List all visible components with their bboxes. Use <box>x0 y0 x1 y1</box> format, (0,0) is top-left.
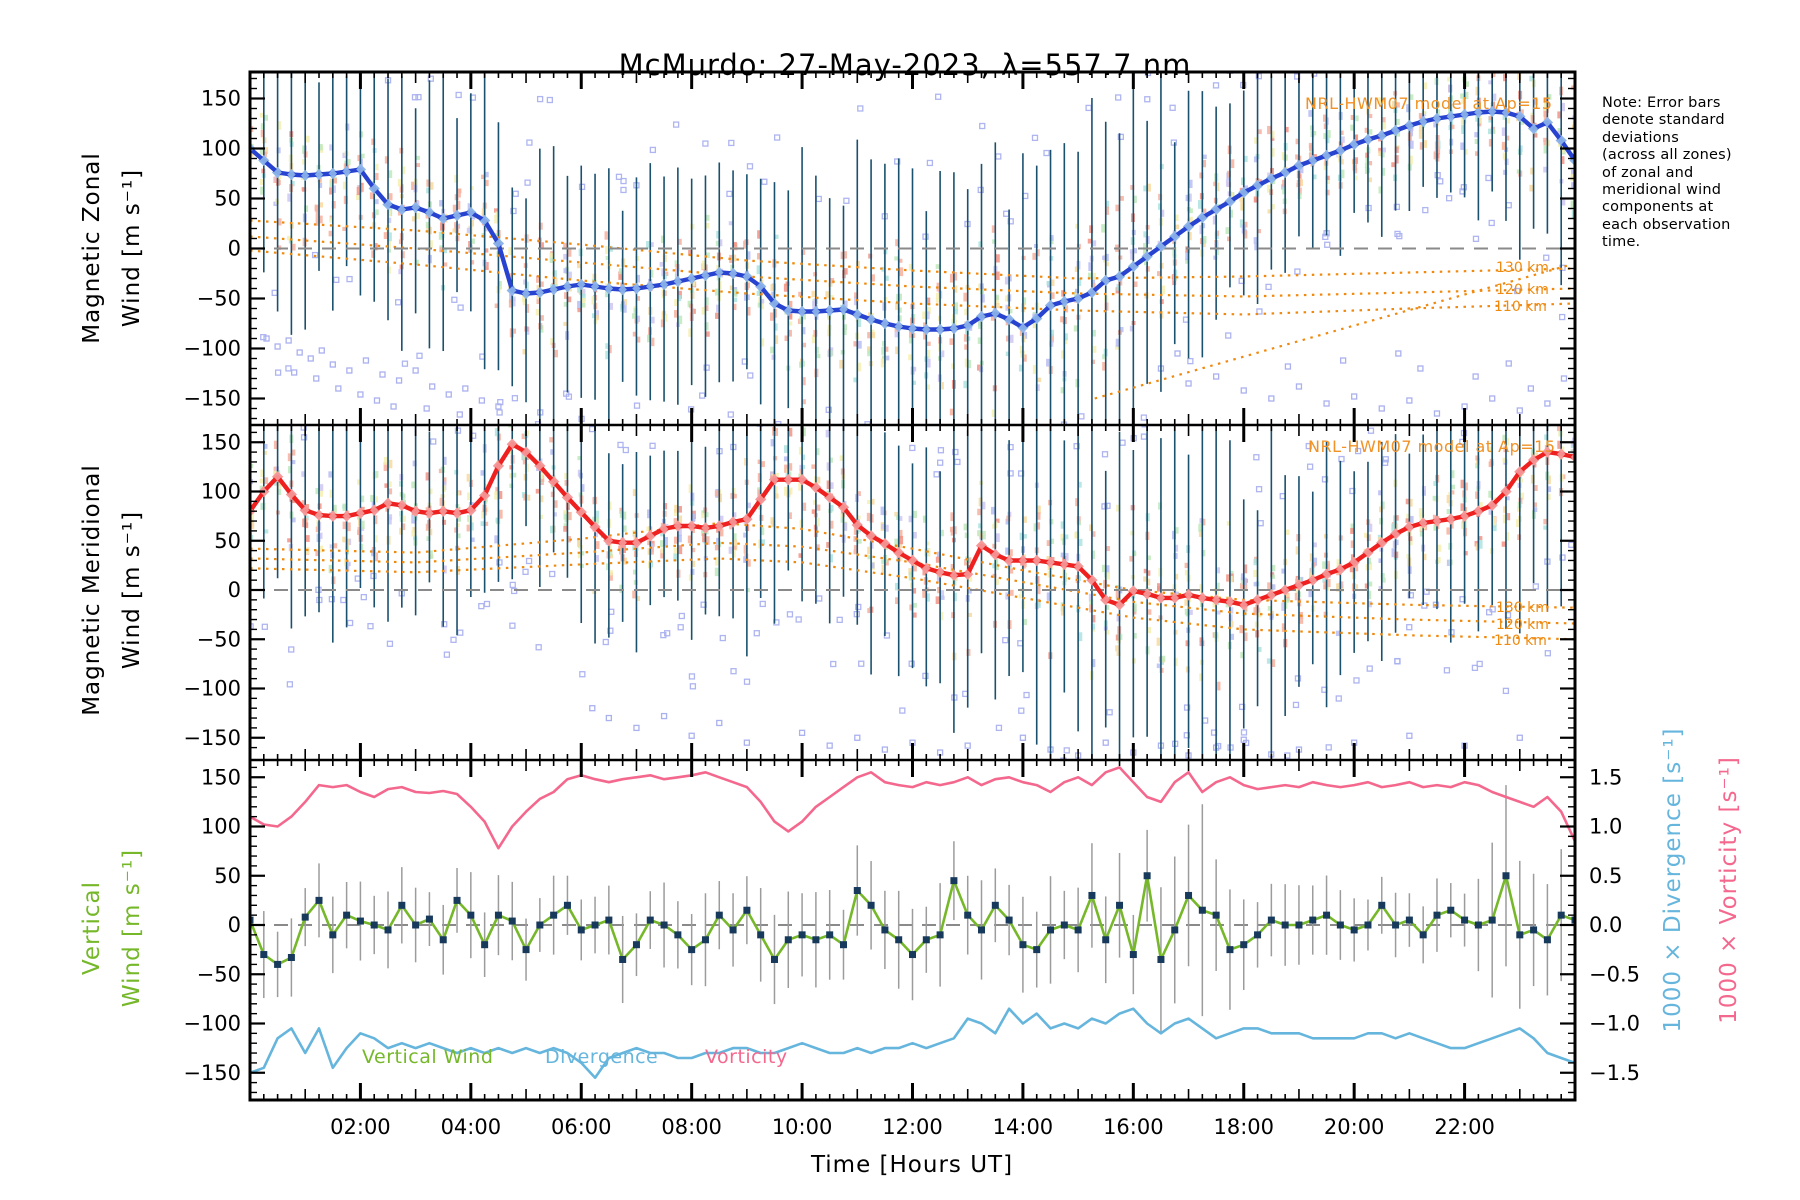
x-tick-label: 18:00 <box>1213 1115 1274 1139</box>
right-tick-label: −1.0 <box>1589 1012 1640 1036</box>
meridional-model-label: NRL-HWM07 model at Ap=15 <box>1308 437 1556 456</box>
magnetic_zonal_wind-group <box>250 72 1575 425</box>
right-tick-label: 0.5 <box>1589 864 1622 888</box>
x-tick-label: 12:00 <box>882 1115 943 1139</box>
y-tick-label: −150 <box>183 1061 241 1085</box>
legend-vorticity: Vorticity <box>705 1046 788 1068</box>
divergence-axis-title: 1000 × Divergence [s⁻¹] <box>1660 727 1686 1033</box>
zonal-model-label: NRL-HWM07 model at Ap=15 <box>1305 94 1553 113</box>
zonal-km-label-120: 120 km <box>1496 282 1549 298</box>
y-tick-label: 0 <box>228 237 241 261</box>
x-tick-label: 16:00 <box>1103 1115 1164 1139</box>
x-tick-label: 04:00 <box>441 1115 502 1139</box>
y-tick-label: 50 <box>214 187 241 211</box>
magnetic_meridional_wind-model-curve <box>250 557 1575 641</box>
tick-labels: 150 100 50 0 −50 −100 −150 150 100 50 0 −50 −100 −150… <box>183 87 1640 1140</box>
magnetic_meridional_wind-group <box>250 425 1575 760</box>
bottom-panel-group <box>250 766 1575 1079</box>
y-tick-label: −100 <box>183 677 241 701</box>
y-tick-label: 150 <box>201 430 241 454</box>
zonal-axis-title-line2: Wind [m s⁻¹] <box>119 168 145 328</box>
y-tick-label: 50 <box>214 529 241 553</box>
right-tick-label: 1.5 <box>1589 765 1622 789</box>
chart-title: McMurdo: 27-May-2023, λ=557.7 nm <box>618 48 1192 82</box>
vorticity-line <box>250 766 1575 850</box>
y-tick-label: 150 <box>201 765 241 789</box>
x-tick-label: 08:00 <box>661 1115 722 1139</box>
y-tick-label: 0 <box>228 913 241 937</box>
zonal-km-label-110: 110 km <box>1494 299 1547 315</box>
y-tick-label: −100 <box>183 1012 241 1036</box>
note-line: deviations <box>1602 129 1679 146</box>
x-tick-label: 14:00 <box>993 1115 1054 1139</box>
y-tick-label: 50 <box>214 864 241 888</box>
vertical-axis-title-line2: Wind [m s⁻¹] <box>119 848 145 1008</box>
x-tick-label: 02:00 <box>330 1115 391 1139</box>
vorticity-axis-title: 1000 × Vorticity [s⁻¹] <box>1716 756 1742 1024</box>
right-tick-label: −0.5 <box>1589 962 1640 986</box>
note-line: (across all zones) <box>1602 147 1732 164</box>
y-tick-label: 150 <box>201 87 241 111</box>
legend-divergence: Divergence <box>545 1046 659 1068</box>
right-tick-label: −1.5 <box>1589 1061 1640 1085</box>
magnetic_zonal_wind-model-curve <box>250 249 1575 316</box>
note-line: each observation <box>1602 216 1731 233</box>
x-tick-label: 20:00 <box>1324 1115 1385 1139</box>
magnetic_zonal_wind-model-curve <box>250 235 1575 298</box>
x-axis-title: Time [Hours UT] <box>810 1152 1014 1178</box>
note-line: of zonal and <box>1602 164 1694 181</box>
vertical-wind-error-bars <box>250 785 1575 1032</box>
zonal-axis-title-line1: Magnetic Zonal <box>79 152 105 344</box>
y-tick-label: −50 <box>197 962 241 986</box>
note-line: Note: Error bars <box>1602 95 1721 111</box>
y-tick-label: −50 <box>197 287 241 311</box>
note-line: components at <box>1602 199 1714 216</box>
note-line: meridional wind <box>1602 182 1722 199</box>
x-tick-label: 10:00 <box>772 1115 833 1139</box>
vertical-axis-title-line1: Vertical <box>79 880 105 976</box>
y-tick-label: −100 <box>183 337 241 361</box>
divergence-line <box>250 1007 1575 1079</box>
magnetic_zonal_wind-model-curve <box>250 219 1575 280</box>
y-tick-label: −150 <box>183 387 241 411</box>
note-line: denote standard <box>1602 112 1725 129</box>
note-block: Note: Error bars denote standard deviati… <box>1602 95 1798 252</box>
meridional-axis-title-line1: Magnetic Meridional <box>79 464 105 716</box>
meridional-km-label-120: 120 km <box>1496 617 1549 633</box>
y-tick-label: 100 <box>201 480 241 504</box>
y-tick-label: −150 <box>183 726 241 750</box>
frame-and-ticks <box>248 70 1577 1102</box>
meridional-axis-title-line2: Wind [m s⁻¹] <box>119 510 145 670</box>
y-tick-label: 100 <box>201 815 241 839</box>
meridional-km-label-110: 110 km <box>1494 633 1547 649</box>
note-line: time. <box>1602 234 1641 251</box>
zonal-km-label-130: 130 km <box>1496 260 1549 276</box>
meridional-km-label-130: 130 km <box>1496 600 1549 616</box>
x-tick-label: 22:00 <box>1434 1115 1495 1139</box>
x-tick-label: 06:00 <box>551 1115 612 1139</box>
right-tick-label: 0.0 <box>1589 913 1622 937</box>
magnetic_zonal_wind-model-curve <box>1094 264 1570 400</box>
y-tick-label: 0 <box>228 578 241 602</box>
y-tick-label: −50 <box>197 627 241 651</box>
legend-vertical-wind: Vertical Wind <box>362 1046 494 1068</box>
right-tick-label: 1.0 <box>1589 815 1622 839</box>
y-tick-label: 100 <box>201 137 241 161</box>
magnetic_meridional_wind-model-curve <box>250 522 1575 609</box>
